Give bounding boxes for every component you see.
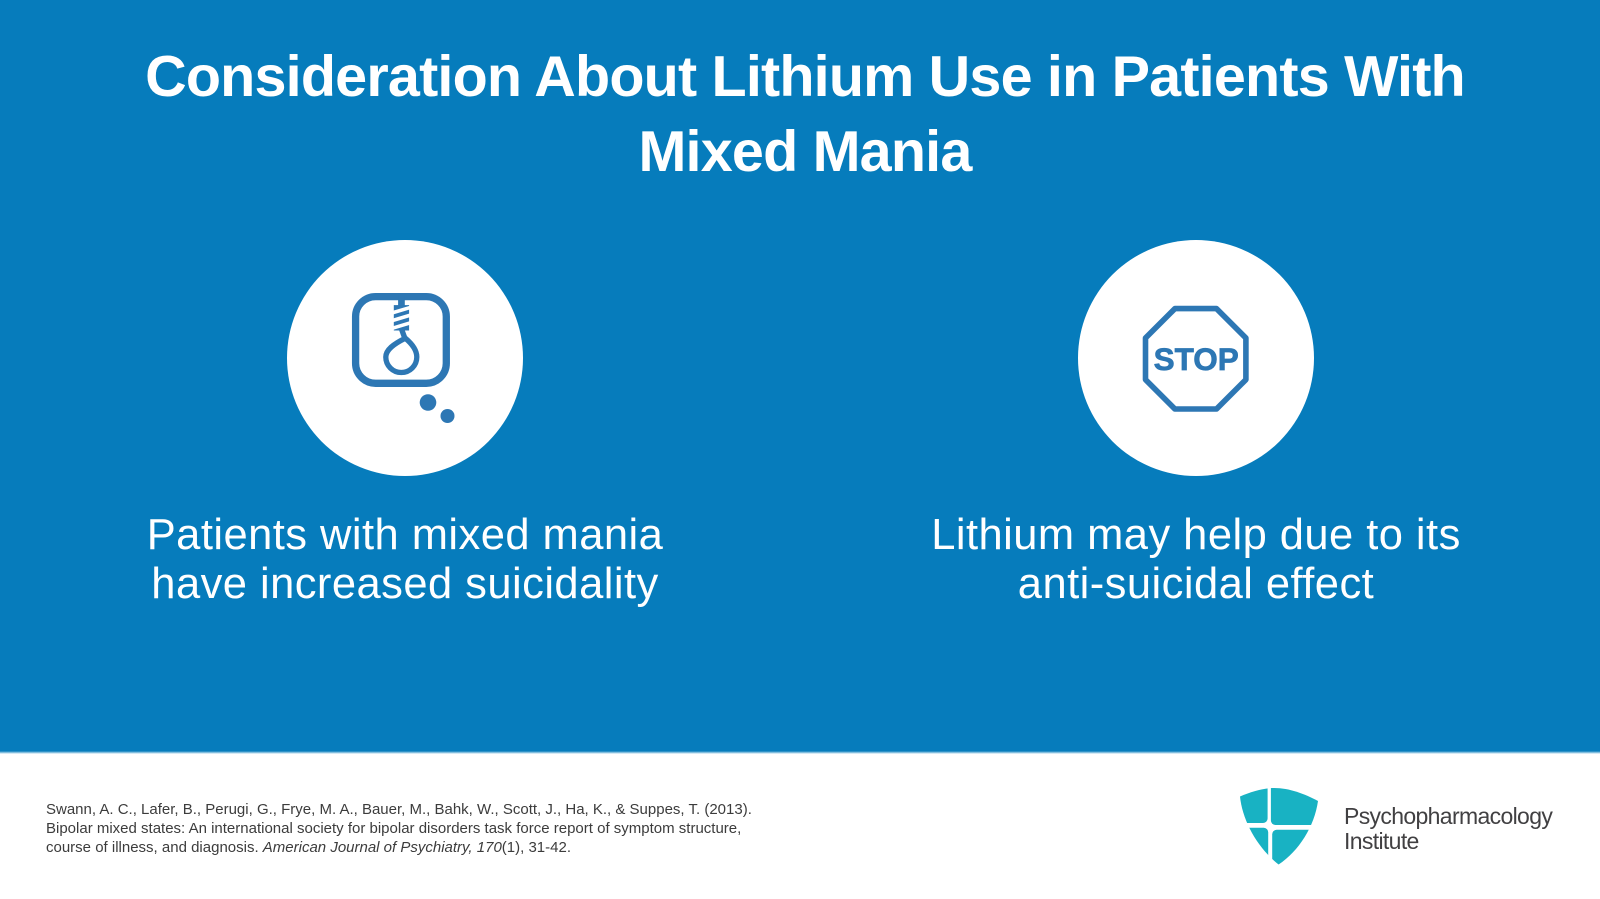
svg-text:STOP: STOP	[1154, 341, 1239, 377]
